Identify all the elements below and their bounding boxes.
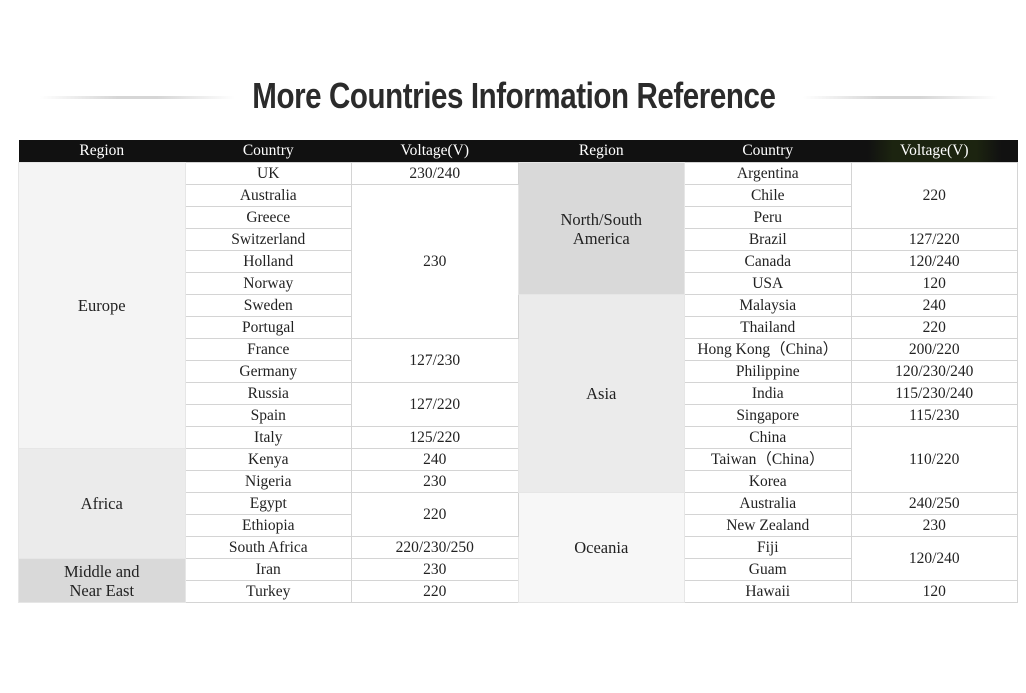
table-row: South Africa 220/230/250 Fiji 120/240	[19, 536, 1018, 581]
country-cell: Thailand	[684, 316, 852, 339]
voltage-cell: 230	[351, 558, 519, 581]
country-cell: Hong Kong（China）	[684, 338, 852, 361]
table-row: Australia 230 Chile	[19, 184, 1018, 339]
country-cell: Turkey	[184, 580, 352, 603]
country-cell: Philippine	[684, 360, 852, 383]
voltage-cell: 127/220	[351, 382, 519, 427]
country-cell: Fiji	[684, 536, 852, 559]
country-cell: Singapore	[684, 404, 852, 427]
voltage-cell: 220	[351, 492, 519, 537]
country-cell: South Africa	[184, 536, 352, 559]
country-cell: New Zealand	[684, 514, 852, 537]
table-row: Europe UK 230/240 North/South America Argent…	[18, 162, 1018, 449]
country-cell: USA	[684, 272, 852, 295]
country-cell: Egypt	[184, 492, 352, 515]
region-cell: Europe	[18, 162, 186, 449]
country-cell: Norway	[184, 272, 352, 295]
region-cell: Oceania	[517, 492, 685, 603]
country-cell: Guam	[684, 558, 852, 581]
table-row: Sweden Asia Malaysia 240	[19, 294, 1018, 493]
voltage-table: Region Country Voltage(V) Region Country…	[18, 140, 1018, 603]
title-divider-right	[803, 96, 998, 99]
country-cell: Argentina	[684, 162, 852, 185]
country-cell: Italy	[184, 426, 352, 449]
table-row: Italy 125/220 China 110/220	[19, 426, 1018, 493]
table-row: Holland Canada 120/240	[19, 250, 1018, 273]
country-cell: Kenya	[184, 448, 352, 471]
voltage-cell: 230	[351, 470, 519, 493]
voltage-cell: 120	[850, 580, 1018, 603]
country-cell: Australia	[684, 492, 852, 515]
voltage-cell: 115/230	[850, 404, 1018, 427]
country-cell: UK	[184, 162, 352, 185]
table-row: Greece Peru	[19, 206, 1018, 229]
voltage-cell: 220	[351, 580, 519, 603]
voltage-cell: 110/220	[850, 426, 1018, 493]
table-row: Russia 127/220 India 115/230/240	[19, 382, 1018, 427]
country-cell: Iran	[184, 558, 352, 581]
voltage-cell: 220	[850, 316, 1018, 339]
table-row: Norway USA 120	[19, 272, 1018, 295]
country-cell: Korea	[684, 470, 852, 493]
voltage-cell: 120/230/240	[850, 360, 1018, 383]
voltage-cell: 115/230/240	[850, 382, 1018, 405]
voltage-cell: 120/240	[850, 250, 1018, 273]
country-cell: Holland	[184, 250, 352, 273]
title-divider-left	[40, 96, 235, 99]
country-cell: Taiwan（China）	[684, 448, 852, 471]
voltage-cell: 220	[850, 162, 1018, 229]
country-cell: Russia	[184, 382, 352, 405]
voltage-cell: 120/240	[850, 536, 1018, 581]
voltage-cell: 125/220	[351, 426, 519, 449]
voltage-cell: 127/230	[351, 338, 519, 383]
country-cell: Sweden	[184, 294, 352, 317]
country-cell: Germany	[184, 360, 352, 383]
country-cell: Portugal	[184, 316, 352, 339]
voltage-cell: 200/220	[850, 338, 1018, 361]
title-banner: More Countries Information Reference	[0, 74, 1026, 118]
table-row: Middle and Near East Iran 230 Guam	[18, 558, 1018, 603]
table-row: Egypt 220 Oceania Australia 240/250	[19, 492, 1018, 603]
header-region: Region	[518, 140, 685, 163]
voltage-cell: 120	[850, 272, 1018, 295]
country-cell: Spain	[184, 404, 352, 427]
voltage-cell: 230	[351, 184, 519, 339]
country-cell: Switzerland	[184, 228, 352, 251]
country-cell: France	[184, 338, 352, 361]
header-voltage: Voltage(V)	[851, 140, 1018, 163]
country-cell: Australia	[184, 184, 352, 207]
country-cell: Greece	[184, 206, 352, 229]
voltage-cell: 230/240	[351, 162, 519, 185]
header-country: Country	[684, 140, 851, 163]
table-row: Spain Singapore 115/230	[19, 404, 1018, 427]
region-cell: Asia	[517, 294, 685, 493]
country-cell: India	[684, 382, 852, 405]
page-title: More Countries Information Reference	[252, 75, 776, 116]
region-cell: Africa	[18, 448, 186, 559]
country-cell: Chile	[684, 184, 852, 207]
table-row: Africa Kenya 240 Taiwan（China）	[18, 448, 1018, 559]
region-cell: North/South America	[517, 162, 685, 295]
table-row: Turkey 220 Hawaii 120	[19, 580, 1018, 603]
country-cell: Nigeria	[184, 470, 352, 493]
voltage-cell: 240	[850, 294, 1018, 317]
country-cell: Malaysia	[684, 294, 852, 317]
voltage-cell: 240/250	[850, 492, 1018, 515]
country-cell: Ethiopia	[184, 514, 352, 537]
voltage-cell: 240	[351, 448, 519, 471]
voltage-cell: 220/230/250	[351, 536, 519, 559]
region-cell: Middle and Near East	[18, 558, 186, 603]
country-cell: Brazil	[684, 228, 852, 251]
table-row: Ethiopia New Zealand 230	[19, 514, 1018, 537]
country-cell: Canada	[684, 250, 852, 273]
header-region: Region	[18, 140, 185, 163]
country-cell: Hawaii	[684, 580, 852, 603]
country-cell: Peru	[684, 206, 852, 229]
voltage-cell: 230	[850, 514, 1018, 537]
header-country: Country	[185, 140, 352, 163]
header-voltage: Voltage(V)	[351, 140, 518, 163]
voltage-cell: 127/220	[850, 228, 1018, 251]
table-header-row: Region Country Voltage(V) Region Country…	[18, 140, 1018, 163]
country-cell: China	[684, 426, 852, 449]
